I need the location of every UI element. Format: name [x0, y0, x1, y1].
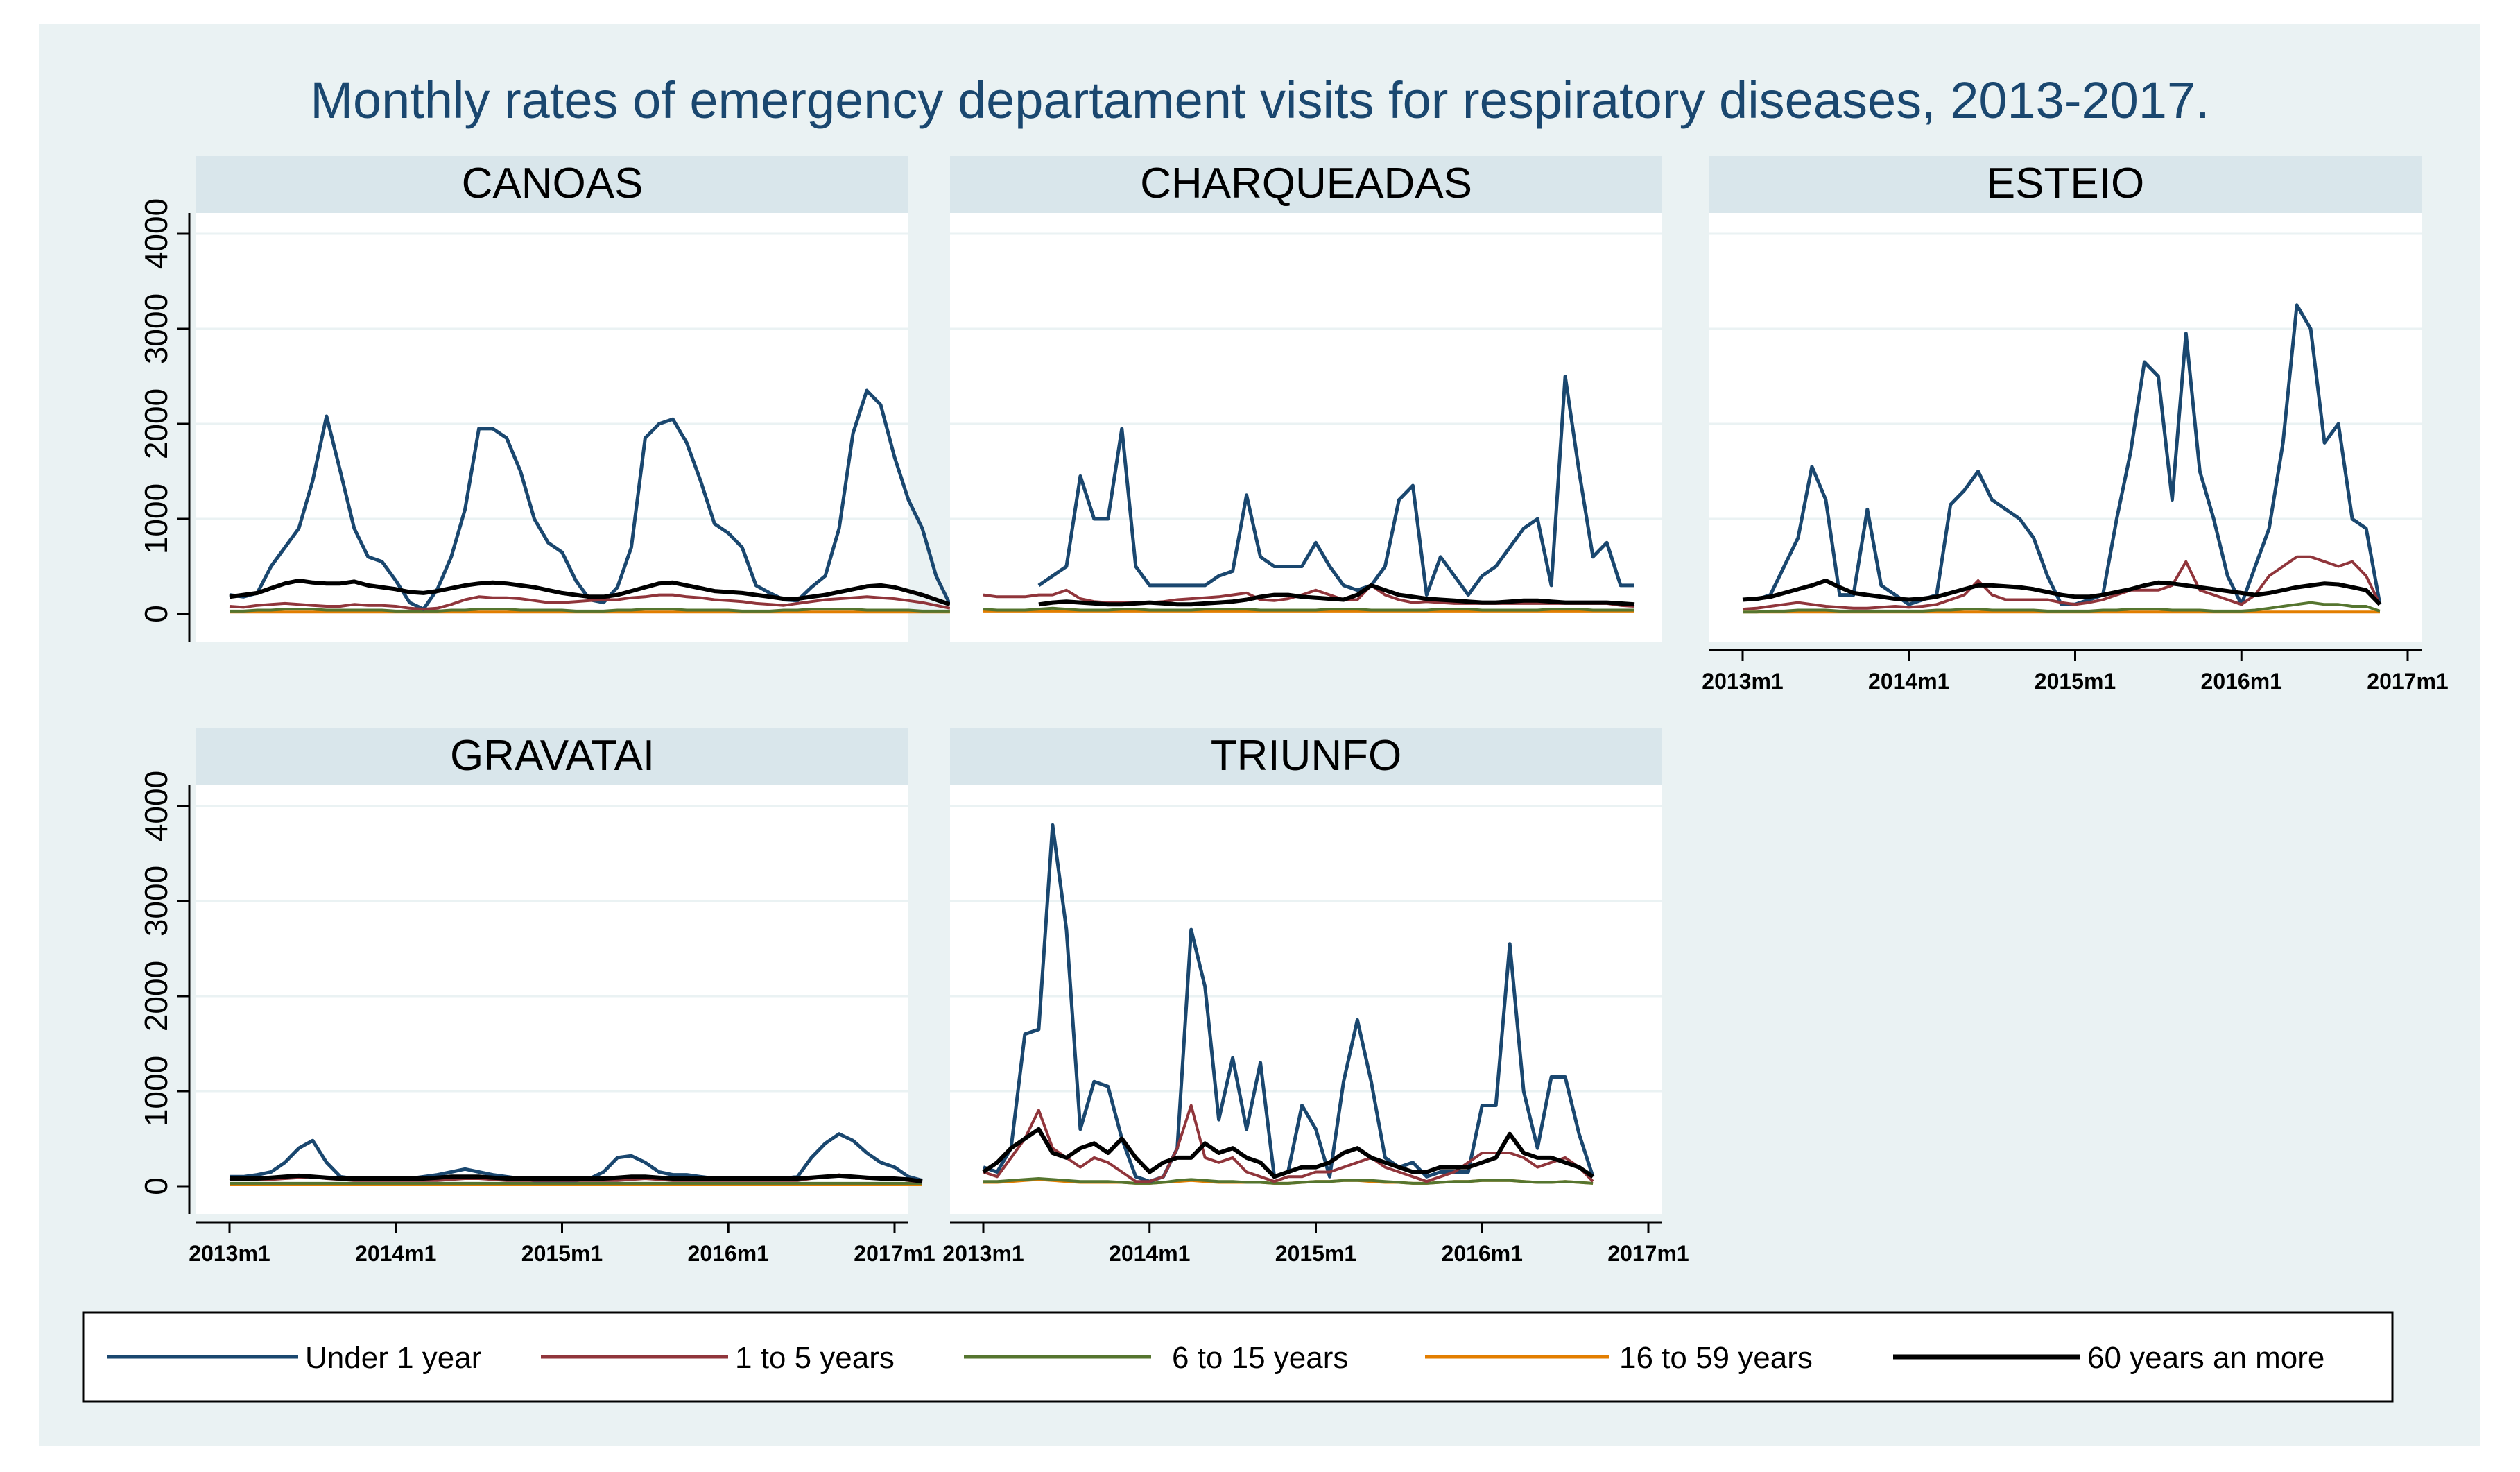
series-line-a6_15 [983, 1177, 1594, 1185]
series-line-a6_15 [1743, 601, 2381, 614]
plot-area [196, 213, 908, 642]
series-line-u1 [1037, 375, 1634, 597]
x-tick-label: 2014m1 [1868, 669, 1949, 694]
x-tick-label: 2016m1 [2201, 669, 2282, 694]
panel-strip [196, 156, 908, 213]
x-tick-label: 2014m1 [355, 1241, 436, 1266]
x-tick-label: 2017m1 [2367, 669, 2448, 694]
legend-item-a60: 60 years an more [1893, 1341, 2324, 1375]
panel-charqueadas: CHARQUEADAS [950, 156, 1662, 642]
x-tick-label: 2015m1 [521, 1241, 603, 1266]
y-tick-label: 0 [138, 605, 174, 623]
series-line-u1 [1743, 303, 2382, 606]
y-tick-label: 4000 [138, 771, 174, 841]
series-line-a60 [1038, 583, 1635, 607]
y-tick-label: 4000 [138, 198, 174, 269]
panel-triunfo: TRIUNFO 2013m1 2014m1 2015m1 2016m1 2017m1 [942, 728, 1689, 1266]
x-tick-label: 2013m1 [189, 1241, 270, 1266]
x-tick-label: 2016m1 [1442, 1241, 1523, 1266]
panel-strip [1709, 156, 2422, 213]
chart-title: Monthly rates of emergency departament v… [310, 71, 2209, 129]
series-line-a60 [1742, 579, 2382, 606]
y-tick-label: 2000 [138, 388, 174, 459]
legend-label: Under 1 year [305, 1341, 481, 1375]
plot-area [196, 785, 908, 1214]
series-line-a60 [229, 579, 951, 607]
y-tick-label: 3000 [138, 866, 174, 936]
panel-title: ESTEIO [1987, 160, 2144, 207]
panel-title: CANOAS [462, 160, 644, 207]
y-tick-label: 1000 [138, 1056, 174, 1127]
series-line-a1_5 [983, 583, 1635, 608]
panel-title: GRAVATAI [450, 732, 655, 780]
legend-item-a1_5: 1 to 5 years [541, 1341, 895, 1375]
panel-title: CHARQUEADAS [1140, 160, 1472, 207]
series-line-a60 [982, 1127, 1594, 1179]
panel-esteio: ESTEIO 2013m1 2014m1 2015m1 2016m1 2017m1 [1702, 156, 2449, 694]
x-tick-label: 2013m1 [1702, 669, 1783, 694]
x-tick-label: 2017m1 [1607, 1241, 1689, 1266]
legend-label: 6 to 15 years [1172, 1341, 1348, 1375]
x-tick-label: 2016m1 [688, 1241, 769, 1266]
series-line-a1_5 [229, 593, 951, 611]
series-line-a1_5 [1742, 555, 2381, 611]
panels-group: CANOAS 0 1000 2000 3000 4000 CHARQUEADAS ESTEIO… [138, 156, 2449, 1266]
legend-label: 16 to 59 years [1619, 1341, 1813, 1375]
legend-item-a16_59: 16 to 59 years [1425, 1341, 1813, 1375]
legend: Under 1 year 1 to 5 years 6 to 15 years 16 … [82, 1311, 2394, 1403]
series-line-a1_5 [983, 1104, 1594, 1183]
y-tick-label: 2000 [138, 961, 174, 1032]
y-tick-label: 3000 [138, 293, 174, 364]
x-tick-label: 2015m1 [1275, 1241, 1356, 1266]
legend-item-a6_15: 6 to 15 years [964, 1341, 1348, 1375]
plot-area [950, 785, 1662, 1214]
plot-area [950, 213, 1662, 642]
x-tick-label: 2017m1 [854, 1241, 935, 1266]
panel-strip [950, 156, 1662, 213]
x-tick-label: 2014m1 [1109, 1241, 1190, 1266]
x-tick-label: 2013m1 [942, 1241, 1024, 1266]
panel-title: TRIUNFO [1211, 732, 1402, 780]
legend-label: 60 years an more [2087, 1341, 2324, 1375]
series-line-a6_15 [983, 606, 1634, 612]
panel-gravatai: GRAVATAI 0 1000 2000 3000 4000 2013m1 2014m1 201… [138, 728, 935, 1266]
plot-area [1709, 213, 2422, 642]
series-line-a6_15 [230, 608, 950, 613]
legend-label: 1 to 5 years [735, 1341, 895, 1375]
x-tick-label: 2015m1 [2035, 669, 2116, 694]
series-line-a60 [230, 1173, 923, 1184]
y-tick-label: 0 [138, 1177, 174, 1195]
panel-canoas: CANOAS 0 1000 2000 3000 4000 [138, 156, 952, 642]
panel-strip [196, 728, 908, 785]
y-tick-label: 1000 [138, 483, 174, 554]
legend-item-u1: Under 1 year [107, 1341, 481, 1375]
panel-strip [950, 728, 1662, 785]
